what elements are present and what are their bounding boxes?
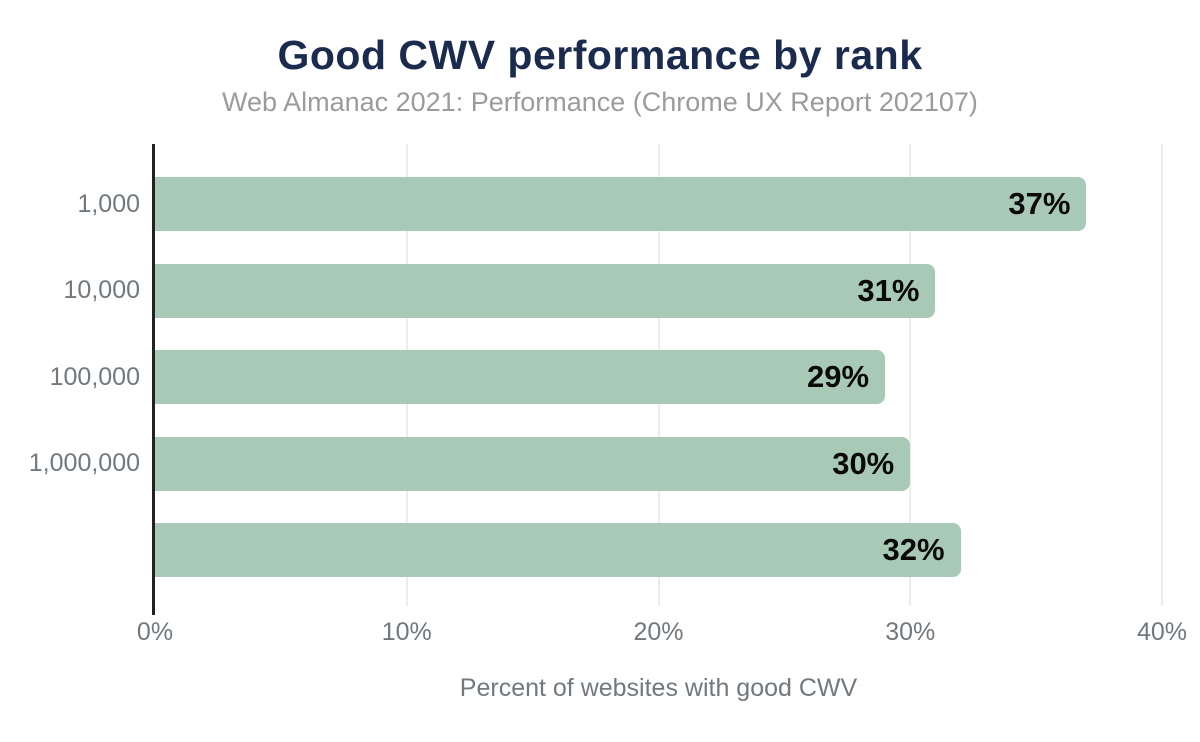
x-tick-label: 30% <box>885 618 936 646</box>
x-tick-label: 40% <box>1136 618 1188 646</box>
bar: 31% <box>155 263 936 318</box>
bar-value-label: 29% <box>807 359 870 394</box>
y-axis-label: 1,000 <box>77 189 140 218</box>
chart-title: Good CWV performance by rank <box>277 32 923 78</box>
bar-row: 100,000 29% <box>50 350 1162 404</box>
bar: 32% <box>155 523 961 577</box>
bar-row: 32% <box>155 523 1162 577</box>
y-axis-line <box>152 144 155 615</box>
y-axis-label: 10,000 <box>63 276 140 304</box>
x-tick-label: 10% <box>381 618 432 646</box>
plot-area: 1,000 37% 10,000 31% 100,000 29% 1,000,000 30% 3… <box>29 144 1187 702</box>
y-axis-label: 1,000,000 <box>28 449 140 477</box>
bar-value-label: 32% <box>882 532 945 567</box>
bar: 37% <box>155 177 1087 231</box>
x-axis-title: Percent of websites with good CWV <box>459 674 858 702</box>
x-tick-label: 20% <box>633 618 684 646</box>
bar-value-label: 37% <box>1008 186 1071 221</box>
gridline <box>1161 144 1163 606</box>
bar: 29% <box>155 350 886 404</box>
bar-row: 10,000 31% <box>64 263 1162 318</box>
bar: 30% <box>155 436 911 491</box>
x-tick-label: 0% <box>136 618 174 646</box>
y-axis-label: 100,000 <box>49 362 140 391</box>
y-axis-label <box>0 523 140 577</box>
bar-value-label: 30% <box>832 445 895 481</box>
bar-row: 1,000 37% <box>77 177 1162 231</box>
gridline <box>909 144 912 606</box>
chart-subtitle: Web Almanac 2021: Performance (Chrome UX… <box>222 87 978 117</box>
bar-row: 1,000,000 30% <box>29 436 1162 491</box>
bar-value-label: 31% <box>857 272 920 308</box>
